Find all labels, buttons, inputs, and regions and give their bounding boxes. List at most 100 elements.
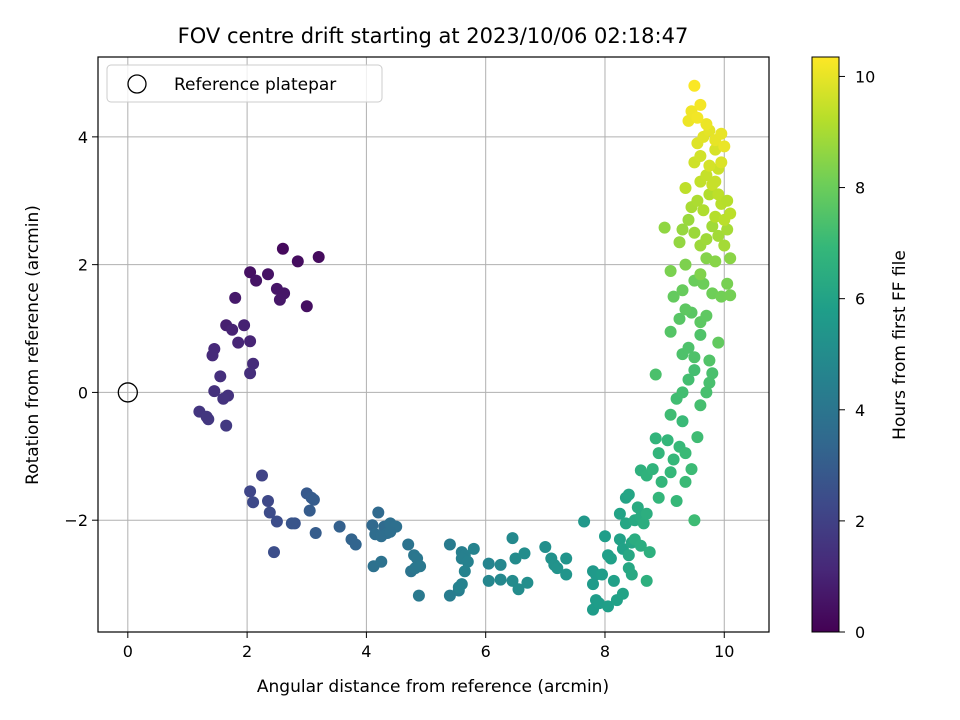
scatter-point	[679, 447, 692, 460]
scatter-point	[494, 558, 507, 571]
scatter-point	[670, 495, 683, 507]
colorbar: 0 2 4 6 8 10 Hours from first FF file	[811, 56, 910, 642]
scatter-point	[649, 368, 662, 381]
scatter-point	[232, 336, 245, 349]
scatter-point	[688, 364, 701, 377]
scatter-point	[560, 552, 573, 565]
scatter-point	[664, 265, 677, 277]
scatter-point	[461, 555, 474, 568]
scatter-point	[402, 538, 415, 551]
scatter-point	[679, 475, 692, 488]
scatter-point	[700, 233, 713, 246]
scatter-point	[667, 453, 680, 466]
scatter-point	[712, 336, 725, 349]
scatter-point	[682, 213, 695, 226]
scatter-point	[578, 515, 591, 528]
scatter-point	[724, 289, 737, 302]
scatter-point	[715, 127, 728, 140]
scatter-point	[673, 312, 686, 325]
scatter-point	[688, 79, 701, 92]
chart-title: FOV centre drift starting at 2023/10/06 …	[178, 24, 689, 48]
scatter-point	[688, 226, 701, 239]
x-tick-label: 6	[481, 642, 491, 661]
scatter-point	[270, 515, 283, 528]
scatter-point	[649, 432, 662, 445]
plot-frame	[97, 56, 770, 633]
scatter-point	[593, 597, 605, 610]
scatter-point	[721, 223, 734, 236]
y-tick-label: 4	[78, 128, 88, 147]
scatter-point	[613, 507, 626, 520]
scatter-point	[700, 386, 713, 399]
scatter-point	[703, 376, 716, 389]
scatter-point	[706, 287, 719, 300]
scatter-points	[193, 79, 737, 616]
scatter-point	[273, 293, 286, 306]
scatter-point	[384, 525, 397, 538]
x-tick-label: 2	[242, 642, 252, 661]
scatter-point	[688, 514, 701, 527]
scatter-point	[694, 268, 707, 281]
scatter-point	[263, 506, 276, 519]
scatter-point	[697, 277, 710, 290]
scatter-point	[634, 539, 647, 552]
scatter-point	[312, 251, 325, 263]
scatter-point	[506, 532, 519, 545]
colorbar-tick-label: 4	[855, 401, 865, 420]
scatter-point	[333, 520, 346, 533]
scatter-point	[220, 419, 233, 432]
scatter-point	[518, 547, 531, 560]
scatter-point	[712, 229, 725, 242]
scatter-point	[509, 552, 522, 565]
scatter-point	[712, 188, 725, 201]
scatter-point	[291, 255, 304, 268]
x-tick-label: 4	[361, 642, 371, 661]
scatter-point	[613, 533, 626, 546]
scatter-point	[521, 576, 534, 589]
y-tick-label: 2	[78, 256, 88, 275]
scatter-point	[539, 541, 552, 553]
x-axis-title: Angular distance from reference (arcmin)	[257, 677, 609, 697]
scatter-point	[676, 223, 689, 236]
scatter-point	[375, 555, 388, 568]
scatter-point	[622, 488, 635, 501]
scatter-point	[262, 268, 274, 281]
scatter-point	[655, 475, 668, 488]
scatter-point	[697, 204, 710, 217]
scatter-point	[596, 568, 608, 581]
scatter-point	[366, 519, 379, 532]
colorbar-tick-label: 0	[855, 623, 865, 642]
scatter-point	[682, 341, 695, 354]
scatter-point	[691, 194, 704, 207]
scatter-point	[262, 495, 274, 507]
scatter-point	[694, 328, 707, 341]
scatter-point	[244, 367, 257, 380]
scatter-point	[694, 150, 707, 162]
scatter-point	[226, 323, 239, 336]
reference-marker-group	[117, 382, 138, 403]
scatter-point	[214, 370, 227, 383]
scatter-point	[602, 600, 614, 613]
scatter-point	[208, 385, 221, 398]
scatter-point	[229, 291, 242, 304]
scatter-point	[349, 538, 362, 551]
scatter-point	[443, 589, 456, 602]
y-axis-ticks: −2 0 2 4	[64, 128, 98, 530]
legend-entry-reference: Reference platepar	[174, 75, 336, 95]
scatter-point	[285, 517, 298, 530]
scatter-point	[200, 410, 213, 423]
scatter-point	[715, 156, 728, 169]
scatter-point	[652, 491, 665, 504]
scatter-point	[724, 207, 737, 220]
scatter-point	[652, 447, 665, 460]
scatter-point	[703, 354, 716, 367]
scatter-point	[414, 560, 427, 573]
scatter-point	[661, 434, 674, 447]
scatter-point	[700, 118, 713, 131]
colorbar-tick-label: 2	[855, 512, 865, 531]
scatter-point	[482, 557, 495, 570]
scatter-point	[709, 255, 722, 268]
scatter-point	[709, 143, 722, 156]
scatter-point	[631, 501, 644, 514]
scatter-point	[724, 252, 737, 265]
